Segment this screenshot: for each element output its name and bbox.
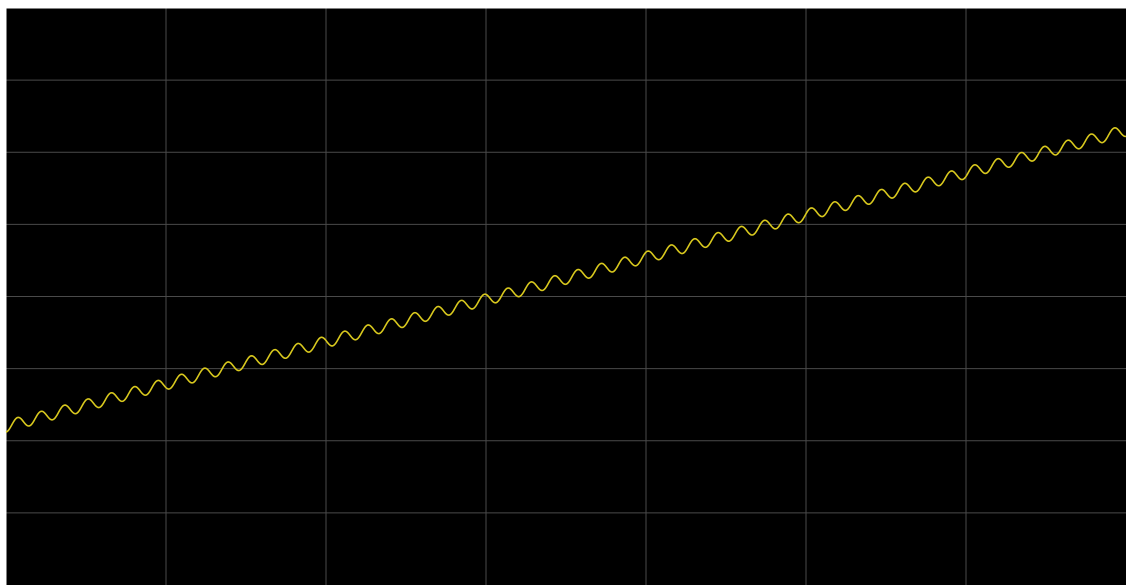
signal-trace — [5, 127, 1126, 433]
grid — [5, 7, 1126, 585]
